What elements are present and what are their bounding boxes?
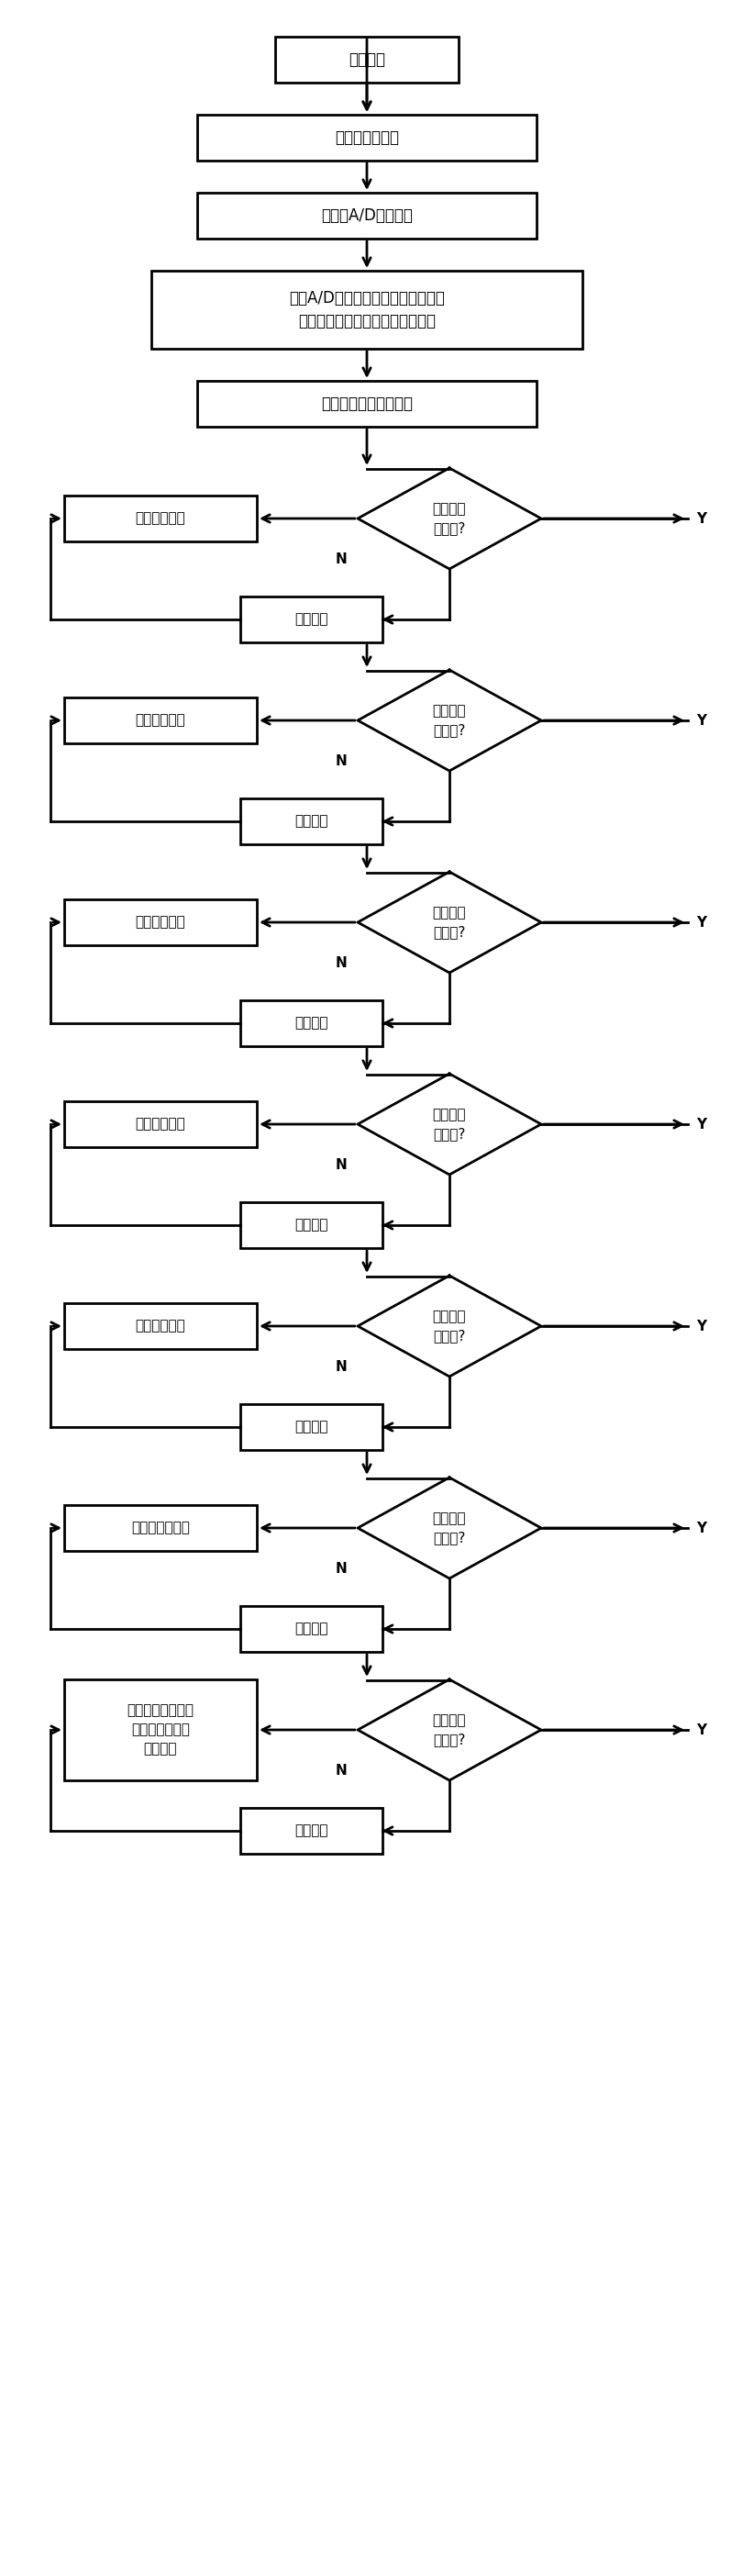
- Bar: [64, 1680, 257, 1780]
- Text: 引风机、鼓风机、
上水泵、进煤机
转速升高: 引风机、鼓风机、 上水泵、进煤机 转速升高: [127, 1703, 194, 1757]
- Text: N: N: [336, 956, 347, 971]
- Text: 初始化A/D模块参数: 初始化A/D模块参数: [321, 209, 413, 224]
- Text: 温度达到
设定值?: 温度达到 设定值?: [433, 1108, 466, 1141]
- Text: Y: Y: [697, 914, 707, 930]
- Polygon shape: [357, 1074, 541, 1175]
- Bar: [197, 193, 537, 240]
- Bar: [64, 698, 257, 744]
- Text: 水位达到
设定值?: 水位达到 设定值?: [433, 1512, 466, 1546]
- Text: 继续升压: 继续升压: [295, 1419, 328, 1435]
- Text: 转速达到
设定值?: 转速达到 设定值?: [433, 1713, 466, 1747]
- Text: N: N: [336, 1564, 347, 1577]
- Text: 压力达到
设定值?: 压力达到 设定值?: [433, 1309, 466, 1342]
- Text: N: N: [336, 1159, 347, 1172]
- Polygon shape: [357, 1275, 541, 1376]
- Text: 继续升高: 继续升高: [295, 1623, 328, 1636]
- Bar: [240, 1404, 383, 1450]
- Text: 从上位机读取各参数值: 从上位机读取各参数值: [321, 397, 413, 412]
- Polygon shape: [357, 1680, 541, 1780]
- Text: Y: Y: [697, 513, 707, 526]
- Text: 继续升温: 继续升温: [295, 1018, 328, 1030]
- Bar: [64, 1303, 257, 1350]
- Polygon shape: [357, 670, 541, 770]
- Text: 初始化各寄存器: 初始化各寄存器: [335, 129, 399, 147]
- Text: 继续升温: 继续升温: [295, 613, 328, 626]
- Text: 蒸汽温度升高: 蒸汽温度升高: [135, 1118, 186, 1131]
- Text: N: N: [336, 1360, 347, 1373]
- Bar: [240, 1203, 383, 1249]
- Text: N: N: [336, 554, 347, 567]
- Text: 采集A/D信号经滤波后计算得出当前
温度、压力、水位、转速等实际值: 采集A/D信号经滤波后计算得出当前 温度、压力、水位、转速等实际值: [289, 291, 444, 330]
- Polygon shape: [357, 1479, 541, 1579]
- Text: N: N: [336, 755, 347, 768]
- Bar: [197, 381, 537, 428]
- Bar: [151, 270, 583, 348]
- Text: 上汽包水位升高: 上汽包水位升高: [132, 1520, 190, 1535]
- Text: 程序开始: 程序开始: [349, 52, 385, 67]
- Text: 炉膛温度升高: 炉膛温度升高: [135, 513, 186, 526]
- Bar: [240, 799, 383, 845]
- Text: Y: Y: [697, 714, 707, 726]
- Text: 继续升速: 继续升速: [295, 1824, 328, 1837]
- Bar: [240, 598, 383, 641]
- Text: 蒸汽压力升高: 蒸汽压力升高: [135, 1319, 186, 1332]
- Bar: [240, 1605, 383, 1651]
- Text: 温度达到
设定值?: 温度达到 设定值?: [433, 907, 466, 938]
- Text: 继续升压: 继续升压: [295, 814, 328, 829]
- Bar: [64, 899, 257, 945]
- Text: Y: Y: [697, 1118, 707, 1131]
- Text: Y: Y: [697, 1319, 707, 1332]
- Text: Y: Y: [697, 1723, 707, 1736]
- Bar: [64, 1504, 257, 1551]
- Bar: [240, 1808, 383, 1855]
- Text: 温度达到
设定值?: 温度达到 设定值?: [433, 502, 466, 536]
- Bar: [64, 495, 257, 541]
- Bar: [64, 1103, 257, 1146]
- Bar: [275, 36, 458, 82]
- Bar: [240, 999, 383, 1046]
- Polygon shape: [357, 469, 541, 569]
- Text: N: N: [336, 1765, 347, 1777]
- Text: Y: Y: [697, 1520, 707, 1535]
- Text: 炉膛压力升高: 炉膛压力升高: [135, 714, 186, 726]
- Text: 继续升温: 继续升温: [295, 1218, 328, 1231]
- Bar: [197, 116, 537, 160]
- Polygon shape: [357, 871, 541, 974]
- Text: 压力达到
设定值?: 压力达到 设定值?: [433, 703, 466, 737]
- Text: 蒸汽温度升高: 蒸汽温度升高: [135, 914, 186, 930]
